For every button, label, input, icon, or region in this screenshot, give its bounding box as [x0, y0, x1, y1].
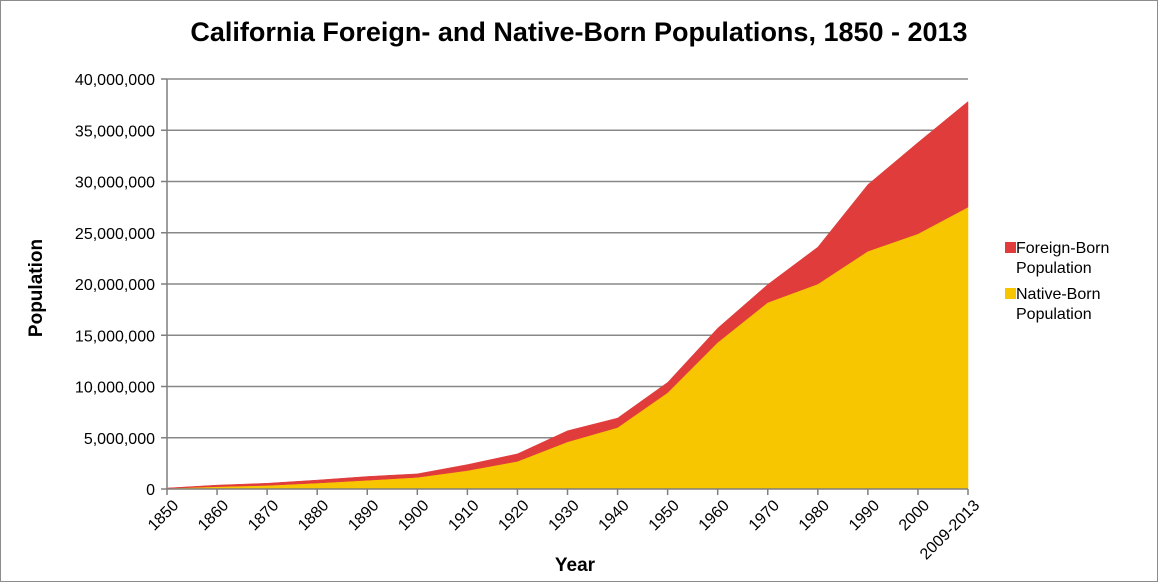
x-tick-label: 1860 — [195, 497, 232, 534]
x-tick-label: 1890 — [345, 497, 382, 534]
legend-swatch — [1005, 242, 1016, 253]
x-tick-label: 1970 — [746, 497, 783, 534]
grid-lines — [167, 78, 968, 439]
chart-title: California Foreign- and Native-Born Popu… — [190, 17, 967, 47]
legend: Foreign-Born Population Native-Born Populat… — [1005, 240, 1109, 323]
x-tick-label: 1850 — [145, 497, 182, 534]
x-tick-label: 1870 — [245, 497, 282, 534]
area-series — [166, 101, 969, 490]
legend-label: Population — [1016, 260, 1092, 277]
x-tick-label: 2000 — [896, 497, 933, 534]
x-axis-title: Year — [555, 555, 596, 576]
y-tick-label: 20,000,000 — [75, 277, 155, 294]
x-tick-label: 1920 — [495, 497, 532, 534]
y-tick-label: 35,000,000 — [75, 123, 155, 140]
y-tick-label: 15,000,000 — [75, 328, 155, 345]
x-tick-label: 1990 — [846, 497, 883, 534]
y-axis-title: Population — [26, 239, 47, 337]
x-tick-label: 1960 — [696, 497, 733, 534]
y-tick-label: 5,000,000 — [84, 431, 155, 448]
x-tick-label: 1880 — [295, 497, 332, 534]
axes — [161, 78, 969, 495]
x-tick-label: 1910 — [445, 497, 482, 534]
legend-label: Native-Born — [1016, 286, 1100, 303]
legend-label: Population — [1016, 306, 1092, 323]
y-tick-label: 10,000,000 — [75, 380, 155, 397]
y-tick-label: 0 — [146, 482, 155, 499]
x-tick-label: 1900 — [395, 497, 432, 534]
x-tick-label: 1930 — [545, 497, 582, 534]
legend-swatch — [1005, 288, 1016, 299]
area-foreign-born-population — [166, 101, 969, 489]
y-tick-label: 30,000,000 — [75, 175, 155, 192]
y-tick-labels: 0 5,000,000 10,000,000 15,000,000 20,000,000… — [75, 72, 155, 499]
x-tick-label: 1950 — [646, 497, 683, 534]
x-tick-label: 1980 — [796, 497, 833, 534]
y-tick-label: 25,000,000 — [75, 226, 155, 243]
x-tick-label: 1940 — [596, 497, 633, 534]
x-tick-labels: 1850 1860 1870 1880 1890 1900 1910 1920 1930 1940… — [145, 497, 983, 563]
legend-label: Foreign-Born — [1016, 240, 1109, 257]
y-tick-label: 40,000,000 — [75, 72, 155, 89]
